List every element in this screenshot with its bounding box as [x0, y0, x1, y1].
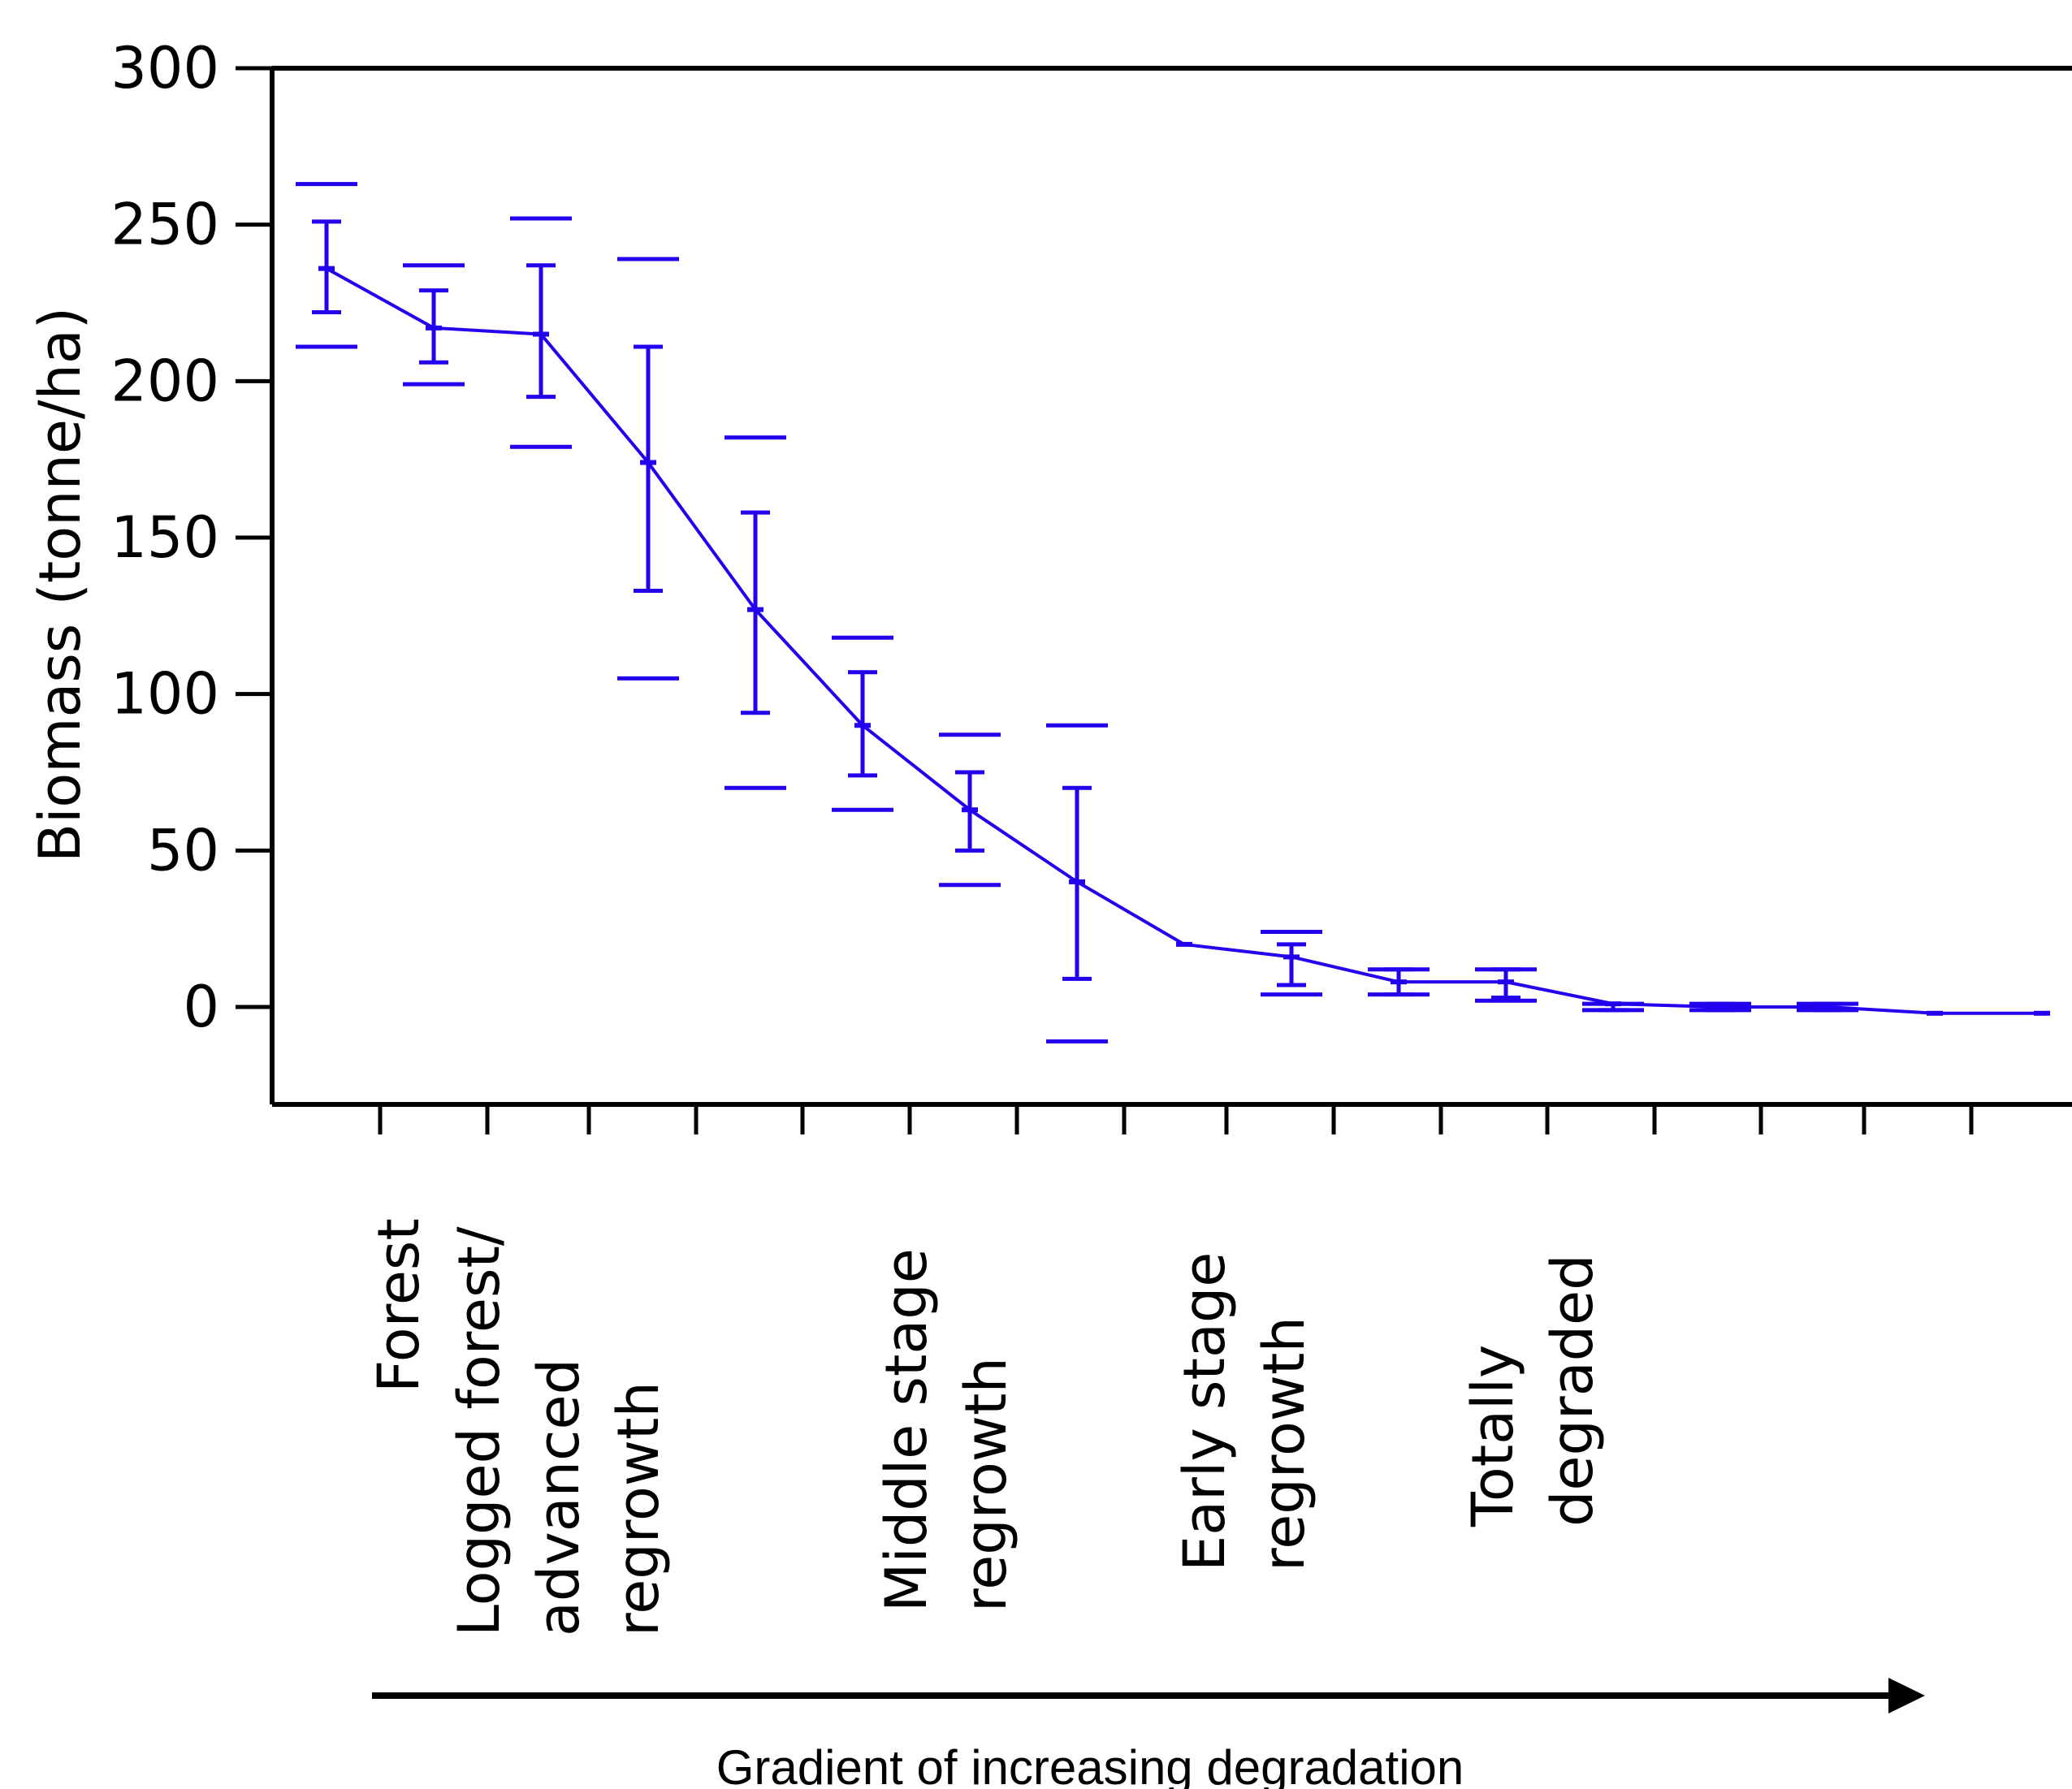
category-label: Logged forest/advanced regrowth [446, 1226, 672, 1636]
category-label: Totally degraded [1460, 1254, 1606, 1528]
x-axis-label: Gradient of increasing degradation [716, 1740, 1464, 1789]
y-axis-label: Biomass (tonne/ha) [27, 307, 93, 862]
category-labels: Forest Logged forest/advanced regrowth Midd… [366, 1218, 1606, 1636]
category-label-line: Logged forest/ [446, 1226, 513, 1636]
category-label-line: regrowth [605, 1381, 672, 1636]
category-label-line: degraded [1539, 1254, 1606, 1527]
category-label-line: advanced [526, 1359, 592, 1636]
y-tick-label: 200 [110, 348, 219, 414]
gradient-arrow [372, 1678, 1925, 1713]
series-line [326, 266, 2042, 1015]
category-label: Early stage regrowth [1171, 1252, 1317, 1571]
y-tick-label: 100 [110, 661, 219, 728]
category-label-line: regrowth [953, 1357, 1019, 1612]
category-label: Forest [366, 1218, 432, 1393]
category-label-line: Totally [1460, 1345, 1526, 1528]
category-label-line: Early stage [1171, 1252, 1238, 1571]
y-tick-label: 300 [110, 35, 219, 102]
data-marks [296, 182, 2050, 1044]
y-tick-label: 0 [183, 974, 219, 1040]
category-label-line: Middle stage [873, 1248, 940, 1612]
category-label-line: regrowth [1251, 1316, 1317, 1571]
category-label: Middle stage regrowth [873, 1248, 1019, 1612]
y-tick-labels: 0 50 100 150 200 250 300 [110, 35, 219, 1040]
category-label-line: Forest [366, 1218, 432, 1393]
y-tick-label: 50 [147, 817, 219, 884]
axes [236, 66, 2072, 1134]
gradient-arrow-head [1888, 1678, 1925, 1713]
y-tick-label: 150 [110, 504, 219, 571]
y-tick-label: 250 [110, 192, 219, 258]
